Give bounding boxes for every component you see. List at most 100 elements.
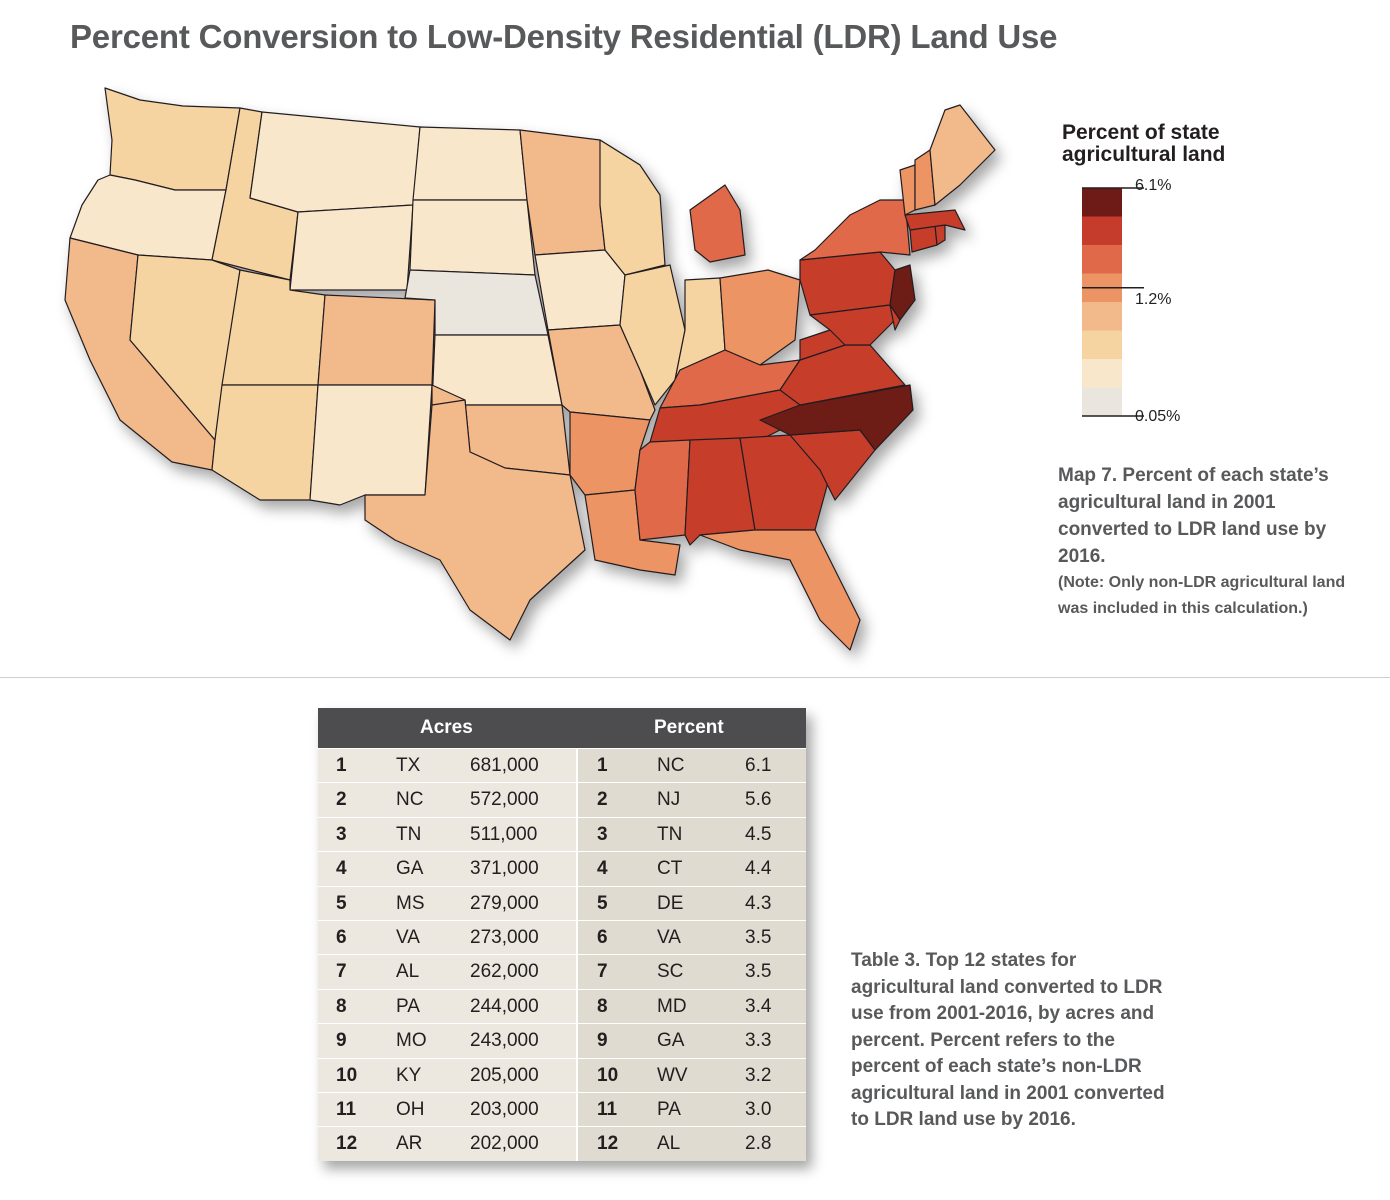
- legend-title: Percent of state agricultural land: [1062, 122, 1362, 166]
- acres-rank: 2: [336, 789, 347, 811]
- percent-state: WV: [657, 1064, 688, 1086]
- percent-value: 5.6: [745, 789, 772, 811]
- acres-rank: 4: [336, 858, 347, 880]
- percent-rank: 9: [597, 1030, 608, 1052]
- state-fl: [699, 529, 861, 651]
- state-nd: [412, 126, 528, 201]
- percent-rank: 12: [597, 1133, 619, 1155]
- acres-state: MO: [396, 1030, 427, 1052]
- table-row: 7 AL 262,000 7 SC 3.5: [318, 954, 806, 989]
- percent-rank: 7: [597, 961, 608, 983]
- acres-value: 511,000: [470, 823, 538, 845]
- percent-rank: 2: [597, 789, 608, 811]
- state-co: [317, 294, 436, 386]
- acres-state: NC: [396, 789, 424, 811]
- state-wa: [104, 87, 241, 191]
- state-ms: [634, 439, 691, 541]
- us-choropleth-map: [40, 70, 1020, 670]
- table-row: 8 PA 244,000 8 MD 3.4: [318, 988, 806, 1024]
- percent-value: 3.5: [745, 961, 772, 983]
- percent-value: 3.3: [745, 1030, 772, 1052]
- table-row: 10 KY 205,000 10 WV 3.2: [318, 1057, 806, 1093]
- acres-state: OH: [396, 1099, 425, 1120]
- legend-swatch: [1082, 302, 1122, 331]
- percent-state: PA: [657, 1099, 681, 1120]
- acres-rank: 12: [336, 1133, 358, 1155]
- table-row: 3 TN 511,000 3 TN 4.5: [318, 816, 806, 852]
- acres-value: 205,000: [470, 1064, 539, 1086]
- acres-rank: 8: [336, 995, 347, 1017]
- legend-swatch: [1082, 359, 1122, 388]
- page-title: Percent Conversion to Low-Density Reside…: [70, 18, 1058, 55]
- state-il: [619, 264, 686, 406]
- table-row: 1 TX 681,000 1 NC 6.1: [318, 748, 806, 783]
- table-caption-lead: Table 3.: [851, 950, 921, 971]
- state-wi: [599, 139, 666, 276]
- acres-value: 273,000: [470, 927, 539, 948]
- state-mi: [689, 184, 746, 263]
- acres-rank: 5: [336, 892, 347, 914]
- percent-rank: 8: [597, 995, 608, 1017]
- table-caption: Table 3. Top 12 states for agricultural …: [851, 948, 1181, 1134]
- percent-state: GA: [657, 1030, 685, 1052]
- state-mt: [249, 111, 421, 213]
- legend-color-scale: [1082, 187, 1144, 417]
- state-ga: [739, 434, 831, 531]
- table-row: 12 AR 202,000 12 AL 2.8: [318, 1126, 806, 1161]
- acres-state: GA: [396, 858, 424, 880]
- state-me: [929, 104, 996, 206]
- state-nm: [309, 384, 433, 506]
- state-ma: [904, 209, 966, 231]
- state-nj: [889, 264, 916, 321]
- header-percent: Percent: [654, 717, 724, 738]
- table-header: Acres Percent: [318, 708, 806, 748]
- acres-rank: 11: [336, 1099, 357, 1120]
- acres-state: PA: [396, 995, 420, 1017]
- us-map-svg: [64, 87, 996, 651]
- legend-tick-max: 6.1%: [1135, 177, 1172, 194]
- legend-tick-mid: 1.2%: [1135, 291, 1172, 308]
- state-de: [889, 304, 901, 331]
- percent-state: CT: [657, 858, 683, 880]
- legend-tick-min: 0.05%: [1135, 408, 1181, 425]
- acres-value: 572,000: [470, 789, 539, 811]
- section-divider: [0, 677, 1390, 678]
- state-wy: [289, 204, 414, 291]
- state-ny: [799, 199, 911, 261]
- top-states-table: Acres Percent 1 TX 681,000 1 NC 6.1 2 NC 572,000…: [318, 708, 806, 1161]
- percent-state: NC: [657, 755, 685, 776]
- acres-value: 202,000: [470, 1133, 539, 1155]
- percent-value: 4.4: [745, 858, 772, 880]
- state-oh: [719, 269, 801, 366]
- legend-swatch: [1082, 387, 1122, 416]
- acres-state: TX: [396, 755, 421, 776]
- map-caption-lead: Map 7.: [1058, 465, 1118, 486]
- percent-state: MD: [657, 995, 687, 1017]
- acres-state: AL: [396, 961, 420, 983]
- table-row: 9 MO 243,000 9 GA 3.3: [318, 1023, 806, 1058]
- percent-value: 2.8: [745, 1133, 772, 1155]
- percent-rank: 4: [597, 858, 608, 880]
- state-sd: [409, 199, 536, 276]
- table-column-split: [576, 748, 578, 1161]
- map-caption-body: Percent of each state’s agricultural lan…: [1058, 465, 1329, 567]
- acres-state: MS: [396, 892, 425, 914]
- acres-rank: 10: [336, 1064, 358, 1086]
- percent-rank: 11: [597, 1099, 618, 1120]
- acres-value: 681,000: [470, 755, 539, 776]
- legend-title-line1: Percent of state: [1062, 121, 1220, 144]
- legend-swatch: [1082, 216, 1122, 245]
- percent-state: AL: [657, 1133, 681, 1155]
- table-row: 4 GA 371,000 4 CT 4.4: [318, 851, 806, 886]
- percent-rank: 6: [597, 927, 608, 948]
- percent-state: TN: [657, 823, 683, 845]
- acres-rank: 9: [336, 1030, 347, 1052]
- map-legend: Percent of state agricultural land 6.1% …: [1062, 122, 1362, 426]
- acres-value: 203,000: [470, 1099, 539, 1120]
- acres-rank: 7: [336, 961, 347, 983]
- acres-rank: 6: [336, 927, 347, 948]
- header-acres: Acres: [420, 717, 473, 738]
- acres-value: 262,000: [470, 961, 539, 983]
- table-row: 2 NC 572,000 2 NJ 5.6: [318, 782, 806, 817]
- state-ri: [934, 224, 946, 246]
